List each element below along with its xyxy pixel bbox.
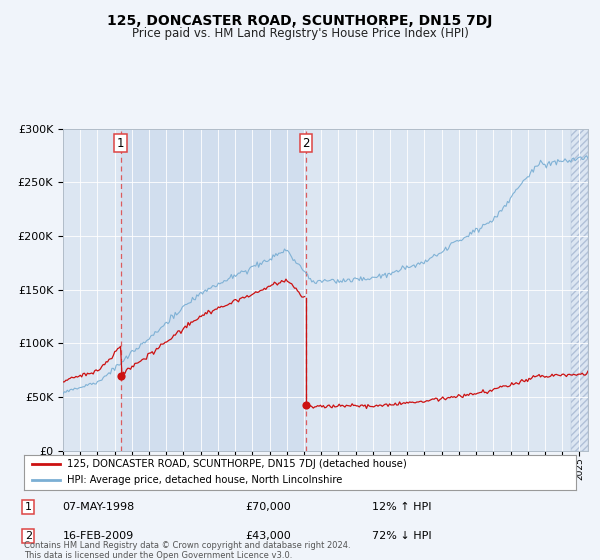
Text: 72% ↓ HPI: 72% ↓ HPI xyxy=(372,531,431,541)
Text: 1: 1 xyxy=(117,137,124,150)
Text: 125, DONCASTER ROAD, SCUNTHORPE, DN15 7DJ (detached house): 125, DONCASTER ROAD, SCUNTHORPE, DN15 7D… xyxy=(67,459,407,469)
Text: 2: 2 xyxy=(302,137,310,150)
Bar xyxy=(121,129,306,451)
Text: 1: 1 xyxy=(25,502,32,512)
Text: £43,000: £43,000 xyxy=(245,531,290,541)
Text: 12% ↑ HPI: 12% ↑ HPI xyxy=(372,502,431,512)
Text: 16-FEB-2009: 16-FEB-2009 xyxy=(62,531,134,541)
Point xyxy=(301,400,311,409)
Text: 125, DONCASTER ROAD, SCUNTHORPE, DN15 7DJ: 125, DONCASTER ROAD, SCUNTHORPE, DN15 7D… xyxy=(107,14,493,28)
Text: HPI: Average price, detached house, North Lincolnshire: HPI: Average price, detached house, Nort… xyxy=(67,475,343,486)
Point xyxy=(116,371,125,380)
Text: 2: 2 xyxy=(25,531,32,541)
Text: £70,000: £70,000 xyxy=(245,502,290,512)
Text: Price paid vs. HM Land Registry's House Price Index (HPI): Price paid vs. HM Land Registry's House … xyxy=(131,27,469,40)
Text: Contains HM Land Registry data © Crown copyright and database right 2024.
This d: Contains HM Land Registry data © Crown c… xyxy=(24,540,350,560)
Bar xyxy=(571,129,588,451)
Text: 07-MAY-1998: 07-MAY-1998 xyxy=(62,502,135,512)
